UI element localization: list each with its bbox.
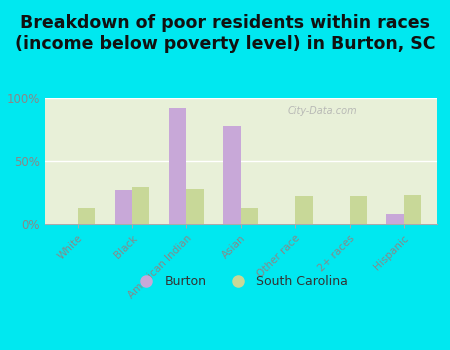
- Bar: [115, 190, 132, 224]
- Bar: [132, 188, 149, 224]
- Bar: [387, 214, 404, 224]
- Text: Breakdown of poor residents within races
(income below poverty level) in Burton,: Breakdown of poor residents within races…: [15, 14, 435, 53]
- Bar: [241, 208, 258, 224]
- Bar: [77, 208, 95, 224]
- Bar: [295, 196, 313, 224]
- Text: City-Data.com: City-Data.com: [288, 106, 357, 116]
- Bar: [404, 195, 421, 224]
- Bar: [169, 108, 186, 224]
- Bar: [350, 196, 367, 224]
- Bar: [223, 126, 241, 224]
- Bar: [186, 189, 204, 224]
- Legend: Burton, South Carolina: Burton, South Carolina: [128, 270, 353, 293]
